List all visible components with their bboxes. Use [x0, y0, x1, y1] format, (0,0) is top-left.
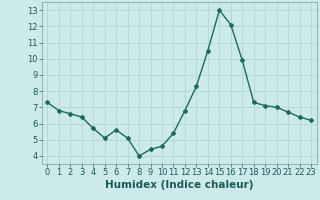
X-axis label: Humidex (Indice chaleur): Humidex (Indice chaleur): [105, 180, 253, 190]
